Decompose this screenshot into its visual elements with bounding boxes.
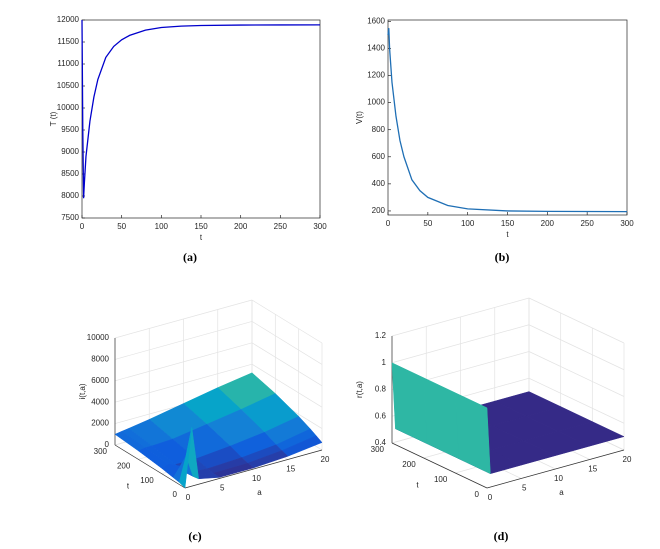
grid-line <box>251 299 323 344</box>
y-tick-label: 1200 <box>367 71 385 80</box>
y-tick-label: 200 <box>117 461 131 470</box>
x-tick-label: 200 <box>234 222 248 231</box>
grid-line <box>528 351 625 397</box>
x-tick-label: 0 <box>386 219 391 228</box>
grid-line <box>251 321 323 365</box>
x-tick-label: 10 <box>554 474 563 483</box>
y-tick-label: 9000 <box>61 147 79 156</box>
z-axis-label: r(t,a) <box>355 381 364 398</box>
z-tick-label: 2000 <box>91 419 109 428</box>
x-tick-label: 50 <box>117 222 126 231</box>
surface-patch <box>455 392 491 475</box>
y-tick-label: 10000 <box>57 103 80 112</box>
y-tick-label: 1000 <box>367 98 385 107</box>
z-tick-label: 1 <box>382 358 387 367</box>
z-tick-label: 0 <box>105 440 110 449</box>
x-tick-label: 0 <box>186 493 191 502</box>
z-axis-label: i(t,a) <box>78 383 87 399</box>
caption: (b) <box>495 250 510 264</box>
axis-line <box>486 449 625 489</box>
x-tick-label: 200 <box>541 219 555 228</box>
x-tick-label: 300 <box>313 222 327 231</box>
x-axis-label: a <box>257 488 262 497</box>
x-tick-label: 300 <box>620 219 634 228</box>
caption: (d) <box>494 529 509 543</box>
y-axis-label: V(t) <box>355 111 364 124</box>
y-tick-label: 10500 <box>57 81 80 90</box>
x-tick-label: 5 <box>220 484 225 493</box>
x-tick-label: 150 <box>501 219 515 228</box>
y-tick-label: 1400 <box>367 44 385 53</box>
y-tick-label: 8000 <box>61 191 79 200</box>
surface-patch <box>391 362 428 445</box>
y-tick-label: 100 <box>434 475 448 484</box>
z-tick-label: 8000 <box>91 355 109 364</box>
x-tick-label: 10 <box>252 474 261 483</box>
x-tick-label: 150 <box>194 222 208 231</box>
x-tick-label: 20 <box>623 455 632 464</box>
y-tick-label: 11000 <box>57 59 79 68</box>
x-tick-label: 0 <box>80 222 85 231</box>
axes-box <box>387 19 628 216</box>
grid-line <box>528 324 625 371</box>
axis-line <box>391 442 488 489</box>
z-tick-label: 6000 <box>91 376 109 385</box>
x-tick-label: 250 <box>580 219 594 228</box>
grid-line <box>251 342 323 387</box>
x-tick-label: 0 <box>488 493 493 502</box>
y-tick-label: 0 <box>475 490 480 499</box>
y-tick-label: 7500 <box>61 213 79 222</box>
y-tick-label: 9500 <box>61 125 79 134</box>
y-tick-label: 11500 <box>57 37 79 46</box>
axis-line <box>184 449 323 489</box>
y-tick-label: 800 <box>372 125 386 134</box>
y-axis-label: t <box>127 482 130 491</box>
x-tick-label: 250 <box>274 222 288 231</box>
x-axis-label: t <box>506 230 509 239</box>
x-tick-label: 100 <box>155 222 169 231</box>
x-tick-label: 50 <box>423 219 432 228</box>
y-tick-label: 600 <box>372 152 386 161</box>
y-tick-label: 300 <box>94 447 108 456</box>
data-line <box>81 19 321 199</box>
y-axis-label: T (t) <box>49 111 58 126</box>
z-tick-label: 1.2 <box>375 331 387 340</box>
x-tick-label: 20 <box>321 455 330 464</box>
y-tick-label: 200 <box>372 206 386 215</box>
grid-line <box>528 297 625 344</box>
z-tick-label: 0.8 <box>375 385 387 394</box>
z-tick-label: 10000 <box>87 333 110 342</box>
z-tick-label: 0.4 <box>375 438 387 447</box>
grid-line <box>528 377 625 424</box>
caption: (c) <box>188 529 201 543</box>
grid-line <box>251 363 323 408</box>
surface-patch <box>423 377 460 460</box>
axes-box <box>81 19 321 219</box>
z-tick-label: 0.6 <box>375 411 387 420</box>
y-axis-label: t <box>416 481 419 490</box>
x-tick-label: 100 <box>461 219 475 228</box>
y-tick-label: 400 <box>372 179 386 188</box>
x-tick-label: 5 <box>522 484 527 493</box>
y-tick-label: 1600 <box>367 16 385 25</box>
y-tick-label: 12000 <box>57 15 80 24</box>
y-tick-label: 200 <box>402 460 416 469</box>
data-line <box>387 28 628 213</box>
z-tick-label: 4000 <box>91 397 109 406</box>
x-tick-label: 15 <box>588 465 597 474</box>
surface-patch <box>178 427 193 489</box>
y-tick-label: 100 <box>140 476 154 485</box>
axis-line <box>114 444 186 489</box>
x-axis-label: a <box>559 488 564 497</box>
x-axis-label: t <box>200 233 203 242</box>
y-tick-label: 300 <box>371 445 385 454</box>
x-tick-label: 15 <box>286 465 295 474</box>
y-tick-label: 8500 <box>61 169 79 178</box>
caption: (a) <box>183 250 197 264</box>
y-tick-label: 0 <box>173 490 178 499</box>
